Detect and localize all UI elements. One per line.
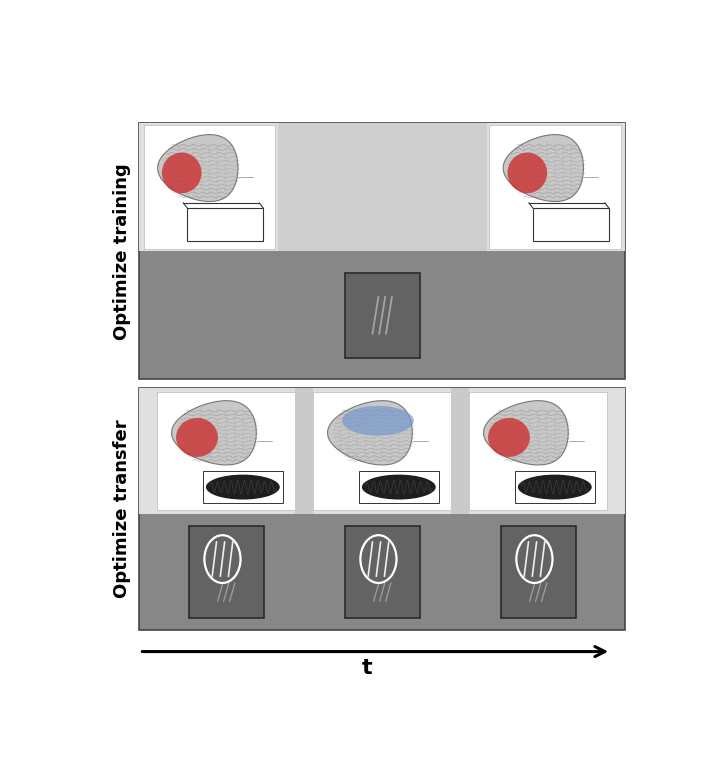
Text: t: t xyxy=(362,658,372,678)
Polygon shape xyxy=(483,400,569,465)
Polygon shape xyxy=(328,400,412,465)
Ellipse shape xyxy=(488,418,530,457)
Bar xyxy=(469,392,607,510)
Ellipse shape xyxy=(362,475,436,500)
Bar xyxy=(515,471,595,503)
Bar xyxy=(203,471,283,503)
Polygon shape xyxy=(503,135,584,201)
Bar xyxy=(140,388,625,630)
Ellipse shape xyxy=(518,475,591,500)
Ellipse shape xyxy=(206,475,280,500)
Ellipse shape xyxy=(162,153,202,193)
Bar xyxy=(344,273,420,357)
Bar xyxy=(140,388,625,514)
Bar xyxy=(140,123,625,251)
Bar xyxy=(451,388,469,514)
Polygon shape xyxy=(158,135,238,201)
Ellipse shape xyxy=(213,190,226,198)
Ellipse shape xyxy=(542,453,556,462)
Ellipse shape xyxy=(508,153,547,193)
Bar xyxy=(296,388,313,514)
Ellipse shape xyxy=(558,190,571,198)
Bar xyxy=(187,208,263,241)
Text: Optimize training: Optimize training xyxy=(112,163,131,339)
Polygon shape xyxy=(172,400,256,465)
Bar xyxy=(144,126,275,248)
Bar xyxy=(157,392,296,510)
Bar xyxy=(533,208,609,241)
Bar xyxy=(500,526,576,618)
Ellipse shape xyxy=(230,453,244,462)
Bar xyxy=(140,123,625,379)
Bar xyxy=(278,123,487,251)
Bar xyxy=(344,526,420,618)
Bar xyxy=(313,392,451,510)
Ellipse shape xyxy=(342,406,414,435)
Bar xyxy=(188,526,264,618)
Ellipse shape xyxy=(386,453,400,462)
Ellipse shape xyxy=(176,418,218,457)
Bar xyxy=(490,126,621,248)
Text: Optimize transfer: Optimize transfer xyxy=(112,419,131,598)
Bar xyxy=(359,471,439,503)
